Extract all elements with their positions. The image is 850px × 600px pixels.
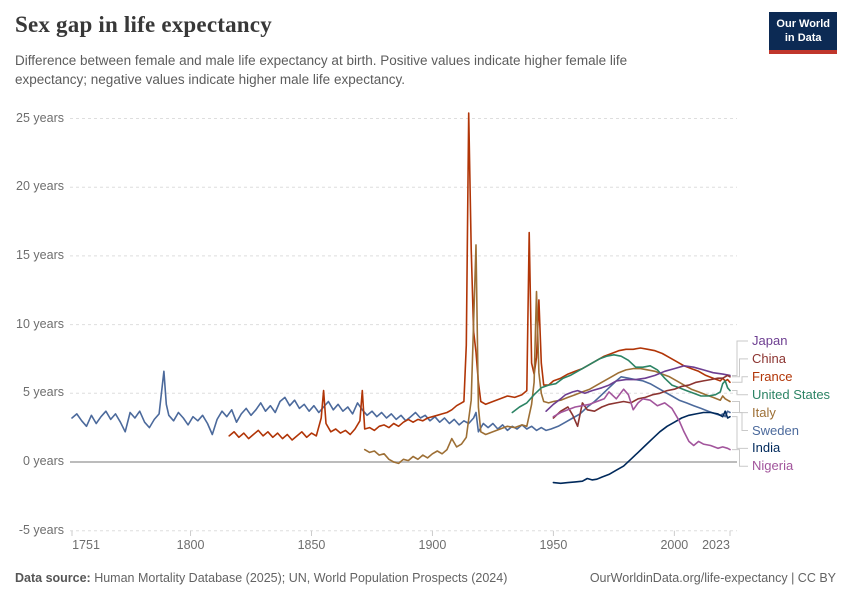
x-tick-label: 1850: [297, 538, 326, 552]
legend-connector-sweden: [732, 412, 748, 431]
owid-logo-line1: Our World: [776, 18, 830, 30]
legend-label-india[interactable]: India: [752, 440, 781, 456]
legend-connector-nigeria: [732, 449, 748, 467]
legend-connector-india: [732, 416, 748, 449]
y-tick-label: 10 years: [16, 316, 64, 331]
legend-connector-united-states: [732, 390, 748, 396]
legend-connector-france: [732, 376, 748, 383]
owid-logo[interactable]: Our World in Data: [769, 12, 837, 54]
legend-label-france[interactable]: France: [752, 368, 793, 384]
data-source-label: Data source:: [15, 571, 91, 585]
x-tick-label: 2023: [702, 538, 730, 552]
y-tick-label: 15 years: [16, 247, 64, 262]
legend-connector-china: [732, 358, 748, 378]
series-line-sweden[interactable]: [71, 370, 731, 436]
series-line-china[interactable]: [552, 374, 731, 428]
x-tick-label: 1800: [176, 538, 205, 552]
series-line-italy[interactable]: [363, 244, 731, 465]
x-tick-label: 1751: [72, 538, 100, 552]
y-tick-label: -5 years: [18, 522, 64, 537]
data-source-value: Human Mortality Database (2025); UN, Wor…: [90, 571, 508, 585]
legend-label-nigeria[interactable]: Nigeria: [752, 458, 794, 474]
y-tick-label: 20 years: [16, 179, 64, 194]
footer-link[interactable]: OurWorldinData.org/life-expectancy | CC …: [589, 571, 836, 585]
series-line-france[interactable]: [228, 112, 731, 441]
legend-connector-japan: [732, 340, 748, 376]
series-line-japan[interactable]: [545, 365, 731, 412]
legend-label-italy[interactable]: Italy: [752, 404, 776, 420]
legend-connector-italy: [732, 401, 748, 414]
x-tick-label: 1950: [539, 538, 568, 552]
legend-label-japan[interactable]: Japan: [752, 333, 788, 348]
x-tick-label: 1900: [418, 538, 447, 552]
page-title: Sex gap in life expectancy: [15, 12, 272, 37]
legend-label-china[interactable]: China: [752, 350, 786, 366]
legend-label-united-states[interactable]: United States: [752, 386, 831, 402]
data-source-text: Data source: Human Mortality Database (2…: [15, 571, 507, 585]
series-line-india[interactable]: [552, 410, 731, 485]
x-tick-label: 2000: [660, 538, 689, 552]
owid-logo-line2: in Data: [784, 32, 822, 45]
page-subtitle: Difference between female and male life …: [15, 53, 628, 88]
series-line-nigeria[interactable]: [552, 388, 731, 451]
y-tick-label: 5 years: [23, 385, 64, 400]
y-tick-label: 25 years: [16, 110, 64, 125]
footer: Data source: Human Mortality Database (2…: [15, 571, 836, 585]
y-tick-label: 0 years: [23, 454, 64, 468]
legend-label-sweden[interactable]: Sweden: [752, 422, 799, 438]
series-line-united-states[interactable]: [511, 354, 731, 414]
